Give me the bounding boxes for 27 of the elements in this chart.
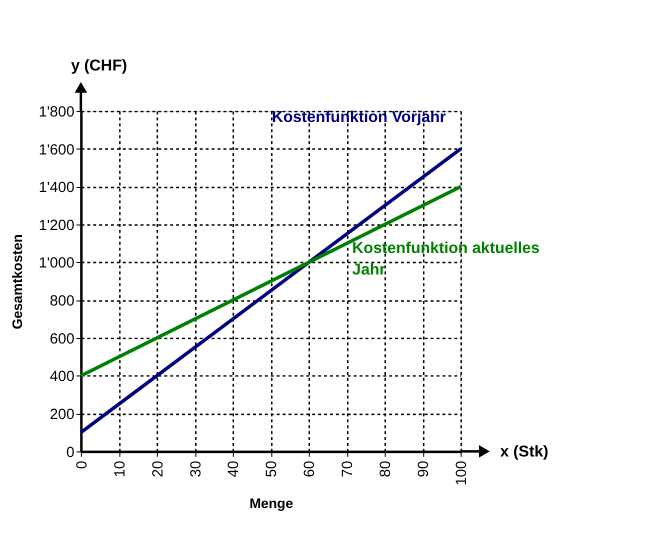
- y-tick-label: 1'200: [38, 218, 74, 234]
- x-tick-label: 40: [226, 460, 242, 478]
- x-tick-label: 100: [454, 460, 470, 486]
- text: x (Stk): [500, 443, 548, 460]
- y-tick-label: 1'600: [38, 142, 74, 158]
- x-tick-label: 50: [264, 460, 280, 478]
- x-tick-label: 60: [302, 460, 318, 478]
- x-tick-label: 90: [416, 460, 432, 478]
- x-axis-title: Menge: [249, 495, 294, 512]
- x-tick-label: 10: [112, 460, 128, 478]
- y-tick-label: 1'400: [38, 180, 74, 196]
- series-label: Kostenfunktion aktuelles Jahr: [352, 240, 540, 278]
- text: y (CHF): [71, 58, 128, 75]
- y-tick-label: 1'800: [38, 104, 74, 120]
- x-tick-label: 20: [150, 460, 166, 478]
- series-label: Kostenfunktion Vorjahr: [272, 109, 446, 126]
- y-tick-label: 1'000: [38, 256, 74, 272]
- y-tick-label: 400: [50, 369, 74, 386]
- y-tick-label: 800: [50, 294, 74, 310]
- x-tick-label: 80: [378, 460, 394, 478]
- x-tick-label: 0: [74, 460, 90, 470]
- x-tick-label: 30: [188, 460, 204, 478]
- y-axis-title: Gesamtkosten: [8, 234, 25, 330]
- y-tick-label: 0: [66, 444, 74, 461]
- y-tick-label: 200: [50, 407, 74, 424]
- x-tick-label: 70: [340, 460, 356, 478]
- y-tick-label: 600: [50, 331, 74, 348]
